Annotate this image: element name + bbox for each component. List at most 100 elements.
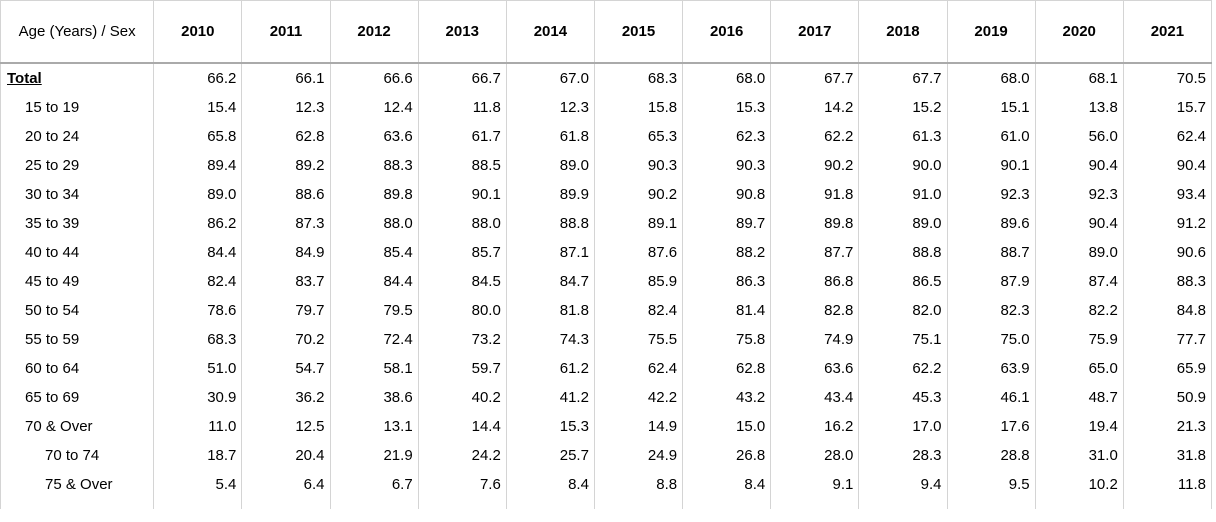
- cell: 75.8: [682, 325, 772, 354]
- cell: 42.2: [593, 383, 684, 412]
- column-header: 2013: [417, 0, 507, 64]
- row-label: 70 & Over: [0, 412, 155, 441]
- row-label: 45 to 49: [0, 267, 155, 296]
- cell: 8.4: [682, 470, 772, 499]
- cell: 74.9: [770, 325, 860, 354]
- cell: 15.0: [682, 412, 772, 441]
- cell: 93.4: [1122, 180, 1213, 209]
- cell: 87.4: [1034, 267, 1124, 296]
- cell: 15.7: [1122, 93, 1213, 122]
- cell: 82.0: [858, 296, 948, 325]
- cell: 66.2: [153, 63, 243, 93]
- empty-cell: [1034, 499, 1124, 509]
- cell: 90.2: [593, 180, 684, 209]
- cell: 88.2: [682, 238, 772, 267]
- cell: 68.3: [153, 325, 243, 354]
- cell: 89.0: [1034, 238, 1124, 267]
- cell: 87.3: [241, 209, 331, 238]
- column-header: 2016: [682, 0, 772, 64]
- cell: 61.0: [946, 122, 1036, 151]
- cell: 82.3: [946, 296, 1036, 325]
- cell: 89.6: [946, 209, 1036, 238]
- cell: 15.1: [946, 93, 1036, 122]
- filler-row: [0, 499, 1213, 509]
- cell: 9.4: [858, 470, 948, 499]
- cell: 14.2: [770, 93, 860, 122]
- row-label: 50 to 54: [0, 296, 155, 325]
- cell: 14.9: [593, 412, 684, 441]
- table-row: 50 to 54 78.6 79.7 79.5 80.0 81.8 82.4 81.4 82.8…: [0, 296, 1213, 325]
- cell: 40.2: [417, 383, 507, 412]
- cell: 87.7: [770, 238, 860, 267]
- table-row: 25 to 29 89.4 89.2 88.3 88.5 89.0 90.3 90.3 90.2…: [0, 151, 1213, 180]
- cell: 12.3: [241, 93, 331, 122]
- cell: 65.3: [593, 122, 684, 151]
- cell: 6.4: [241, 470, 331, 499]
- cell: 89.4: [153, 151, 243, 180]
- column-header: 2014: [505, 0, 595, 64]
- cell: 9.1: [770, 470, 860, 499]
- empty-cell: [417, 499, 507, 509]
- cell: 61.8: [505, 122, 595, 151]
- cell: 9.5: [946, 470, 1036, 499]
- cell: 84.8: [1122, 296, 1213, 325]
- row-label: 60 to 64: [0, 354, 155, 383]
- table-row: 35 to 39 86.2 87.3 88.0 88.0 88.8 89.1 89.7 89.8…: [0, 209, 1213, 238]
- cell: 88.3: [1122, 267, 1213, 296]
- cell: 21.9: [329, 441, 419, 470]
- column-header: 2019: [946, 0, 1036, 64]
- cell: 67.0: [505, 63, 595, 93]
- cell: 5.4: [153, 470, 243, 499]
- cell: 87.1: [505, 238, 595, 267]
- cell: 66.6: [329, 63, 419, 93]
- table-row: 60 to 64 51.0 54.7 58.1 59.7 61.2 62.4 62.8 63.6…: [0, 354, 1213, 383]
- row-label: 75 & Over: [0, 470, 155, 499]
- cell: 87.6: [593, 238, 684, 267]
- table-row: 70 to 74 18.7 20.4 21.9 24.2 25.7 24.9 26.8 28.0…: [0, 441, 1213, 470]
- cell: 90.1: [946, 151, 1036, 180]
- cell: 50.9: [1122, 383, 1213, 412]
- cell: 12.4: [329, 93, 419, 122]
- column-header: 2010: [153, 0, 243, 64]
- cell: 58.1: [329, 354, 419, 383]
- row-label: 35 to 39: [0, 209, 155, 238]
- table-row: 15 to 19 15.4 12.3 12.4 11.8 12.3 15.8 15.3 14.2…: [0, 93, 1213, 122]
- cell: 89.0: [858, 209, 948, 238]
- empty-cell: [0, 499, 155, 509]
- column-header: 2021: [1122, 0, 1213, 64]
- cell: 62.4: [593, 354, 684, 383]
- cell: 68.1: [1034, 63, 1124, 93]
- cell: 89.8: [770, 209, 860, 238]
- cell: 59.7: [417, 354, 507, 383]
- cell: 90.2: [770, 151, 860, 180]
- cell: 56.0: [1034, 122, 1124, 151]
- row-label: 25 to 29: [0, 151, 155, 180]
- column-header: 2015: [593, 0, 684, 64]
- cell: 62.8: [682, 354, 772, 383]
- cell: 70.5: [1122, 63, 1213, 93]
- cell: 70.2: [241, 325, 331, 354]
- cell: 15.3: [505, 412, 595, 441]
- cell: 24.9: [593, 441, 684, 470]
- cell: 82.4: [593, 296, 684, 325]
- cell: 15.4: [153, 93, 243, 122]
- cell: 61.2: [505, 354, 595, 383]
- cell: 61.3: [858, 122, 948, 151]
- cell: 65.0: [1034, 354, 1124, 383]
- cell: 38.6: [329, 383, 419, 412]
- cell: 89.0: [505, 151, 595, 180]
- cell: 15.8: [593, 93, 684, 122]
- cell: 89.9: [505, 180, 595, 209]
- cell: 89.2: [241, 151, 331, 180]
- cell: 90.8: [682, 180, 772, 209]
- cell: 65.8: [153, 122, 243, 151]
- cell: 62.3: [682, 122, 772, 151]
- cell: 65.9: [1122, 354, 1213, 383]
- cell: 6.7: [329, 470, 419, 499]
- cell: 68.0: [946, 63, 1036, 93]
- cell: 43.2: [682, 383, 772, 412]
- cell: 89.8: [329, 180, 419, 209]
- empty-cell: [153, 499, 243, 509]
- cell: 43.4: [770, 383, 860, 412]
